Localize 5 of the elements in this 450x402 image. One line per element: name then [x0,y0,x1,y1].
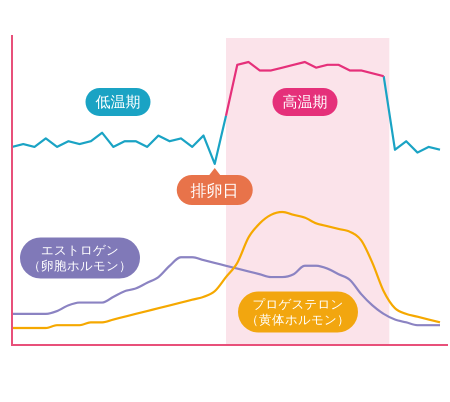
text: プロゲステロン（黄体ホルモン） [246,296,350,327]
series-label: エストロゲン（卵胞ホルモン） [28,242,132,273]
annotation: 排卵日 [190,181,239,200]
series-label: 低温期 [96,93,140,111]
series-label: 高温期 [282,93,328,111]
